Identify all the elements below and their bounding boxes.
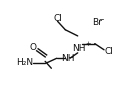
Text: Cl: Cl [105, 47, 114, 56]
Text: H₂N: H₂N [16, 58, 34, 67]
Text: NH: NH [72, 44, 86, 53]
Text: Br: Br [92, 18, 102, 27]
Text: −: − [98, 17, 103, 23]
Text: +: + [85, 41, 91, 47]
Text: NH: NH [61, 54, 74, 63]
Text: O: O [29, 43, 36, 52]
Text: Cl: Cl [53, 14, 62, 23]
